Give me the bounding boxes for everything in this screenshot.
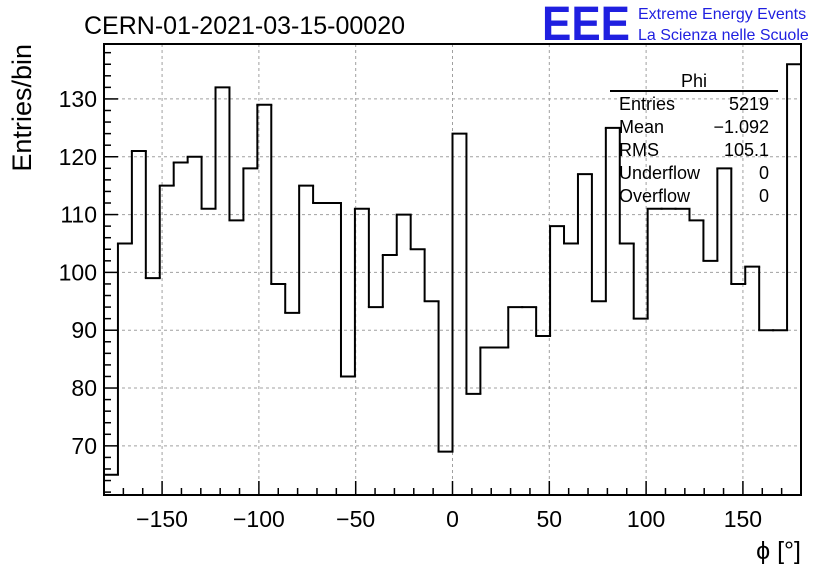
- stats-value: 0: [759, 163, 769, 183]
- x-axis-label: ϕ [°]: [756, 537, 801, 565]
- x-tick-label: 50: [537, 506, 563, 532]
- x-tick-label: 0: [446, 506, 459, 532]
- stats-label: RMS: [619, 140, 659, 160]
- org-name-line1: Extreme Energy Events: [638, 6, 806, 23]
- x-tick-label: 100: [627, 506, 665, 532]
- stats-value: 0: [759, 186, 769, 206]
- y-tick-label: 100: [59, 259, 97, 285]
- tick-labels: −150 −100 −50 0 50 100 150 70 80 90 100 110 120 130: [59, 86, 762, 532]
- stats-label: Underflow: [619, 163, 701, 183]
- y-tick-label: 130: [59, 86, 97, 112]
- x-tick-label: 150: [724, 506, 762, 532]
- y-axis-label: Entries/bin: [7, 44, 37, 172]
- y-tick-label: 80: [71, 375, 97, 401]
- stats-value: 105.1: [724, 140, 769, 160]
- y-tick-label: 90: [71, 317, 97, 343]
- chart-title: CERN-01-2021-03-15-00020: [84, 12, 405, 40]
- axis-ticks: [103, 51, 802, 495]
- stats-value: −1.092: [713, 117, 769, 137]
- eee-logo: EEE: [542, 0, 630, 51]
- histogram-bars: [103, 63, 802, 476]
- x-tick-label: −100: [233, 506, 285, 532]
- stats-label: Entries: [619, 94, 675, 114]
- x-tick-label: −150: [136, 506, 188, 532]
- stats-label: Mean: [619, 117, 664, 137]
- y-tick-label: 70: [71, 433, 97, 459]
- stats-label: Overflow: [619, 186, 691, 206]
- stats-value: 5219: [729, 94, 769, 114]
- stats-box: Phi Entries 5219 Mean −1.092 RMS 105.1 Underfl…: [610, 71, 778, 206]
- x-tick-label: −50: [336, 506, 375, 532]
- y-tick-label: 120: [59, 144, 97, 170]
- stats-title: Phi: [681, 71, 707, 91]
- y-tick-label: 110: [60, 202, 97, 228]
- org-name-line2: La Scienza nelle Scuole: [638, 27, 809, 44]
